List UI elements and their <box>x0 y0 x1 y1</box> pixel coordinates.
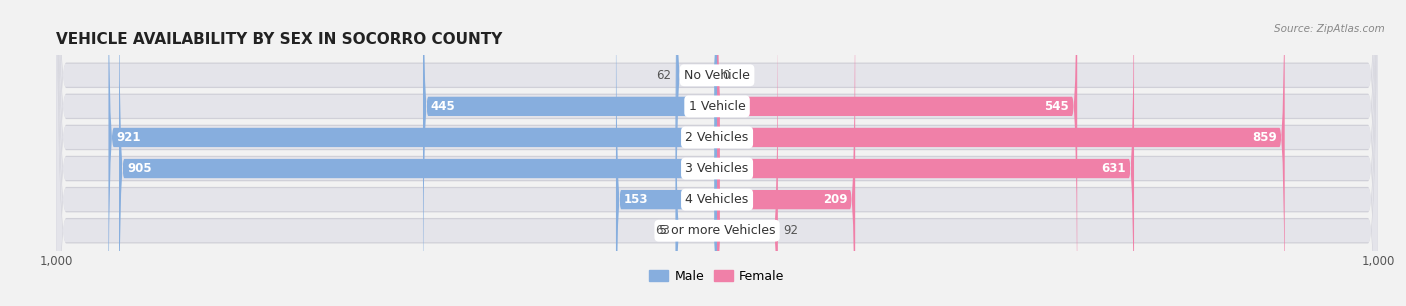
Text: 545: 545 <box>1045 100 1070 113</box>
Text: 4 Vehicles: 4 Vehicles <box>686 193 748 206</box>
FancyBboxPatch shape <box>56 0 1378 306</box>
Text: 445: 445 <box>430 100 456 113</box>
FancyBboxPatch shape <box>717 0 778 306</box>
Text: 921: 921 <box>117 131 141 144</box>
Text: 3 Vehicles: 3 Vehicles <box>686 162 748 175</box>
FancyBboxPatch shape <box>717 0 1077 306</box>
Text: 209: 209 <box>823 193 848 206</box>
FancyBboxPatch shape <box>717 0 855 306</box>
FancyBboxPatch shape <box>717 0 1285 306</box>
FancyBboxPatch shape <box>676 0 717 306</box>
FancyBboxPatch shape <box>56 0 1378 306</box>
Text: 5 or more Vehicles: 5 or more Vehicles <box>659 224 775 237</box>
FancyBboxPatch shape <box>56 0 1378 306</box>
Text: 905: 905 <box>127 162 152 175</box>
FancyBboxPatch shape <box>56 0 1378 306</box>
FancyBboxPatch shape <box>120 0 717 306</box>
FancyBboxPatch shape <box>56 0 1378 306</box>
Text: 63: 63 <box>655 224 671 237</box>
Text: 92: 92 <box>783 224 799 237</box>
Text: 153: 153 <box>624 193 648 206</box>
Text: 62: 62 <box>655 69 671 82</box>
FancyBboxPatch shape <box>56 0 1378 306</box>
Text: 859: 859 <box>1251 131 1277 144</box>
Text: VEHICLE AVAILABILITY BY SEX IN SOCORRO COUNTY: VEHICLE AVAILABILITY BY SEX IN SOCORRO C… <box>56 32 502 47</box>
FancyBboxPatch shape <box>56 0 1378 306</box>
FancyBboxPatch shape <box>56 0 1378 306</box>
Text: 2 Vehicles: 2 Vehicles <box>686 131 748 144</box>
Legend: Male, Female: Male, Female <box>644 265 790 288</box>
Text: No Vehicle: No Vehicle <box>685 69 749 82</box>
Text: 631: 631 <box>1102 162 1126 175</box>
FancyBboxPatch shape <box>717 0 1135 306</box>
FancyBboxPatch shape <box>108 0 717 306</box>
FancyBboxPatch shape <box>675 0 717 306</box>
Text: 0: 0 <box>723 69 730 82</box>
FancyBboxPatch shape <box>56 0 1378 306</box>
Text: Source: ZipAtlas.com: Source: ZipAtlas.com <box>1274 24 1385 35</box>
FancyBboxPatch shape <box>56 0 1378 306</box>
FancyBboxPatch shape <box>56 0 1378 306</box>
FancyBboxPatch shape <box>56 0 1378 306</box>
FancyBboxPatch shape <box>423 0 717 306</box>
FancyBboxPatch shape <box>616 0 717 306</box>
Text: 1 Vehicle: 1 Vehicle <box>689 100 745 113</box>
